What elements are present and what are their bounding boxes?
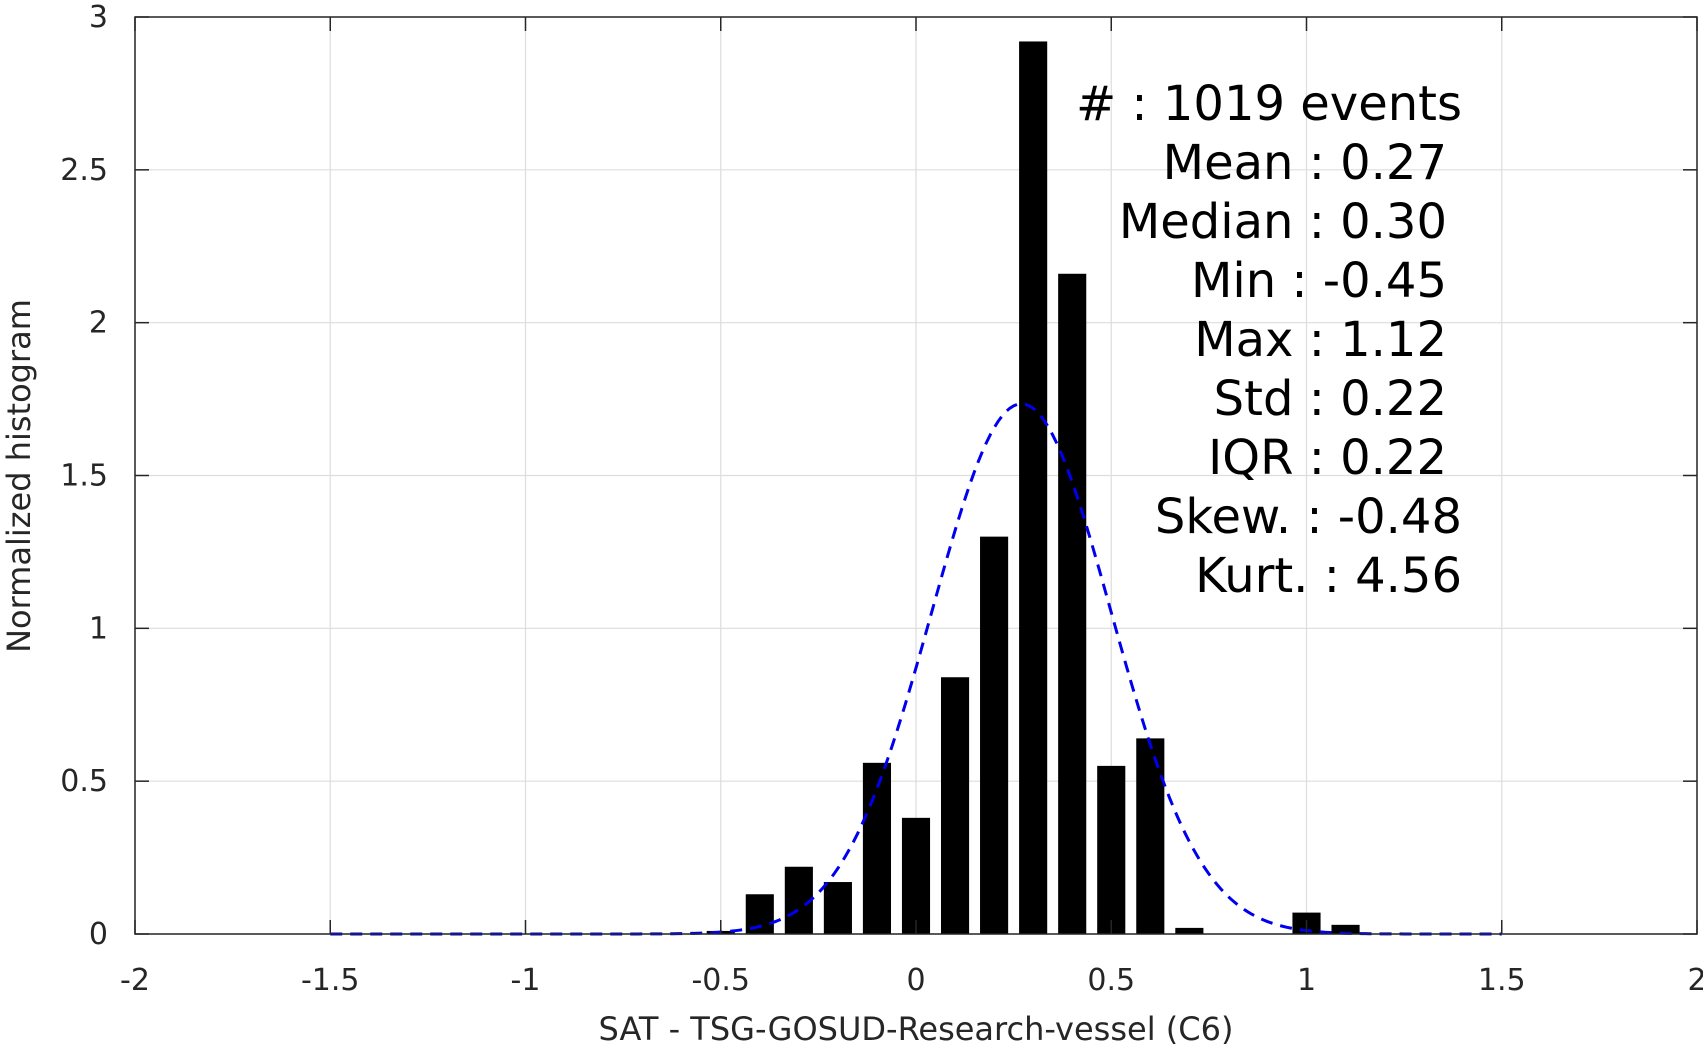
y-tick-label: 0.5: [60, 764, 108, 799]
x-tick-label: 0: [906, 963, 925, 998]
y-axis-label: Normalized histogram: [0, 299, 38, 653]
stat-line: Mean : 0.27: [1163, 135, 1447, 191]
x-axis-label: SAT - TSG-GOSUD-Research-vessel (C6): [599, 1010, 1234, 1048]
stat-line: IQR : 0.22: [1208, 430, 1447, 486]
x-tick-label: 1: [1297, 963, 1316, 998]
histogram-bar: [1136, 738, 1165, 934]
histogram-bar: [1175, 927, 1204, 934]
y-tick-label: 1: [89, 611, 108, 646]
stat-line: # : 1019 events: [1076, 76, 1462, 132]
histogram-bar: [1097, 765, 1126, 934]
x-tick-label: -0.5: [691, 963, 750, 998]
histogram-bar: [940, 677, 970, 934]
y-tick-label: 1.5: [60, 459, 108, 494]
x-tick-label: 0.5: [1087, 963, 1135, 998]
stat-line: Kurt. : 4.56: [1195, 548, 1462, 604]
ticks-layer: -2 -1.5 -1 -0.5 0 0.5 1 1.5 2 0 0.5 1 1.5 2 2.5 3: [60, 0, 1703, 998]
x-tick-label: 2: [1687, 963, 1703, 998]
histogram-bar: [823, 882, 852, 934]
x-tick-label: 1.5: [1478, 963, 1526, 998]
histogram-bar: [1058, 273, 1087, 934]
y-tick-label: 3: [89, 0, 108, 35]
histogram-bar: [1019, 41, 1048, 935]
stat-line: Skew. : -0.48: [1155, 489, 1462, 545]
y-tick-label: 0: [89, 917, 108, 952]
histogram-bar: [980, 536, 1009, 934]
histogram-bar: [862, 762, 892, 934]
stat-line: Std : 0.22: [1214, 371, 1447, 427]
x-tick-label: -1.5: [301, 963, 360, 998]
stat-line: Max : 1.12: [1194, 312, 1447, 368]
histogram-bar: [1331, 924, 1360, 934]
histogram-bar: [901, 817, 931, 934]
y-tick-label: 2: [89, 306, 108, 341]
x-tick-label: -2: [120, 963, 150, 998]
stat-line: Median : 0.30: [1119, 194, 1447, 250]
y-tick-label: 2.5: [60, 153, 108, 188]
stat-line: Min : -0.45: [1191, 253, 1447, 309]
grid-layer: [134, 16, 1698, 935]
bars-layer: [706, 41, 1360, 935]
x-tick-label: -1: [511, 963, 541, 998]
